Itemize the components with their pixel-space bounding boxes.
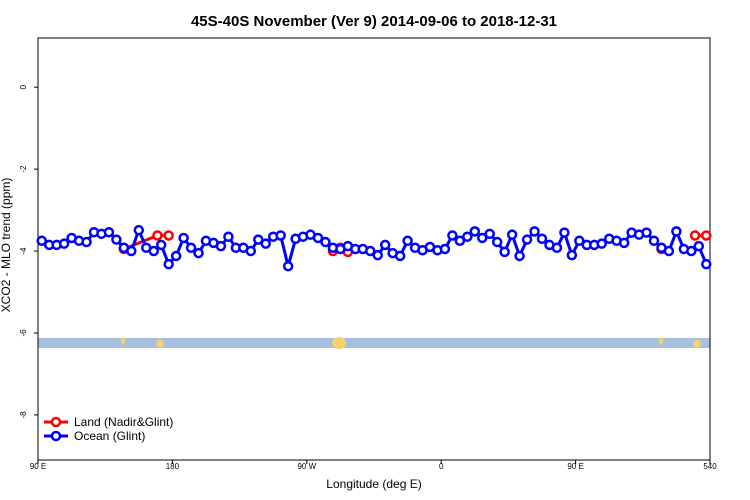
point bbox=[469, 226, 481, 237]
point bbox=[514, 250, 525, 262]
point bbox=[155, 239, 167, 251]
y-axis-label: XCO2 - MLO trend (ppm) bbox=[0, 178, 13, 313]
point bbox=[312, 232, 324, 244]
point bbox=[663, 245, 675, 257]
legend-label: Ocean (Glint) bbox=[74, 429, 145, 443]
point bbox=[618, 237, 630, 249]
point bbox=[491, 236, 503, 248]
point bbox=[245, 245, 257, 257]
point bbox=[163, 230, 174, 241]
point bbox=[394, 250, 406, 262]
point bbox=[253, 234, 264, 245]
y-tick-label: -4 bbox=[19, 247, 28, 255]
point bbox=[193, 247, 204, 259]
point bbox=[701, 230, 712, 241]
point bbox=[126, 245, 137, 257]
point bbox=[701, 258, 712, 270]
chart-title: 45S-40S November (Ver 9) 2014-09-06 to 2… bbox=[191, 13, 557, 30]
legend-marker bbox=[50, 416, 62, 428]
y-tick-label: -6 bbox=[19, 329, 28, 337]
point bbox=[275, 230, 286, 241]
x-tick-label: 90 E bbox=[30, 462, 46, 471]
point bbox=[170, 250, 182, 262]
x-tick-label: 180 bbox=[166, 462, 180, 471]
point bbox=[148, 245, 159, 257]
point bbox=[365, 245, 376, 257]
point bbox=[574, 235, 585, 247]
legend-label: Land (Nadir&Glint) bbox=[74, 415, 173, 429]
point bbox=[185, 242, 197, 254]
point bbox=[506, 229, 518, 240]
point bbox=[215, 240, 227, 252]
point bbox=[320, 236, 331, 248]
y-tick-label: 0 bbox=[19, 84, 28, 89]
point bbox=[152, 230, 163, 241]
point bbox=[178, 232, 189, 244]
point bbox=[447, 230, 458, 241]
point bbox=[103, 226, 115, 238]
point bbox=[529, 226, 540, 237]
point bbox=[641, 227, 652, 238]
point bbox=[648, 235, 660, 247]
x-tick-label: 90 E bbox=[567, 462, 583, 471]
point bbox=[379, 239, 391, 251]
point bbox=[133, 224, 145, 236]
point bbox=[372, 249, 383, 261]
point bbox=[81, 236, 92, 248]
point bbox=[36, 235, 47, 247]
point bbox=[58, 238, 70, 249]
y-tick-label: -2 bbox=[19, 165, 28, 173]
point bbox=[462, 231, 473, 242]
point bbox=[693, 240, 705, 252]
point bbox=[566, 249, 578, 261]
point bbox=[402, 235, 413, 247]
y-tick-label: -8 bbox=[19, 411, 28, 419]
x-tick-label: 90 W bbox=[297, 462, 316, 471]
point bbox=[439, 243, 451, 255]
point bbox=[536, 233, 548, 245]
x-tick-label: 540 bbox=[703, 462, 717, 471]
point bbox=[163, 258, 174, 270]
point bbox=[551, 242, 563, 254]
legend-marker bbox=[50, 430, 62, 442]
point bbox=[454, 235, 466, 247]
point bbox=[111, 234, 122, 245]
point bbox=[484, 228, 495, 240]
land-mask bbox=[38, 337, 710, 349]
point bbox=[477, 232, 488, 244]
point bbox=[559, 227, 570, 238]
plot-frame bbox=[37, 37, 711, 461]
point bbox=[223, 231, 234, 242]
x-axis-label: Longitude (deg E) bbox=[326, 477, 421, 491]
point bbox=[499, 246, 510, 258]
point bbox=[596, 238, 607, 249]
point bbox=[260, 238, 271, 249]
point bbox=[689, 230, 701, 241]
point bbox=[521, 234, 533, 245]
point bbox=[686, 245, 697, 257]
point bbox=[282, 260, 294, 272]
point bbox=[671, 226, 682, 237]
x-tick-label: 0 bbox=[439, 462, 444, 471]
